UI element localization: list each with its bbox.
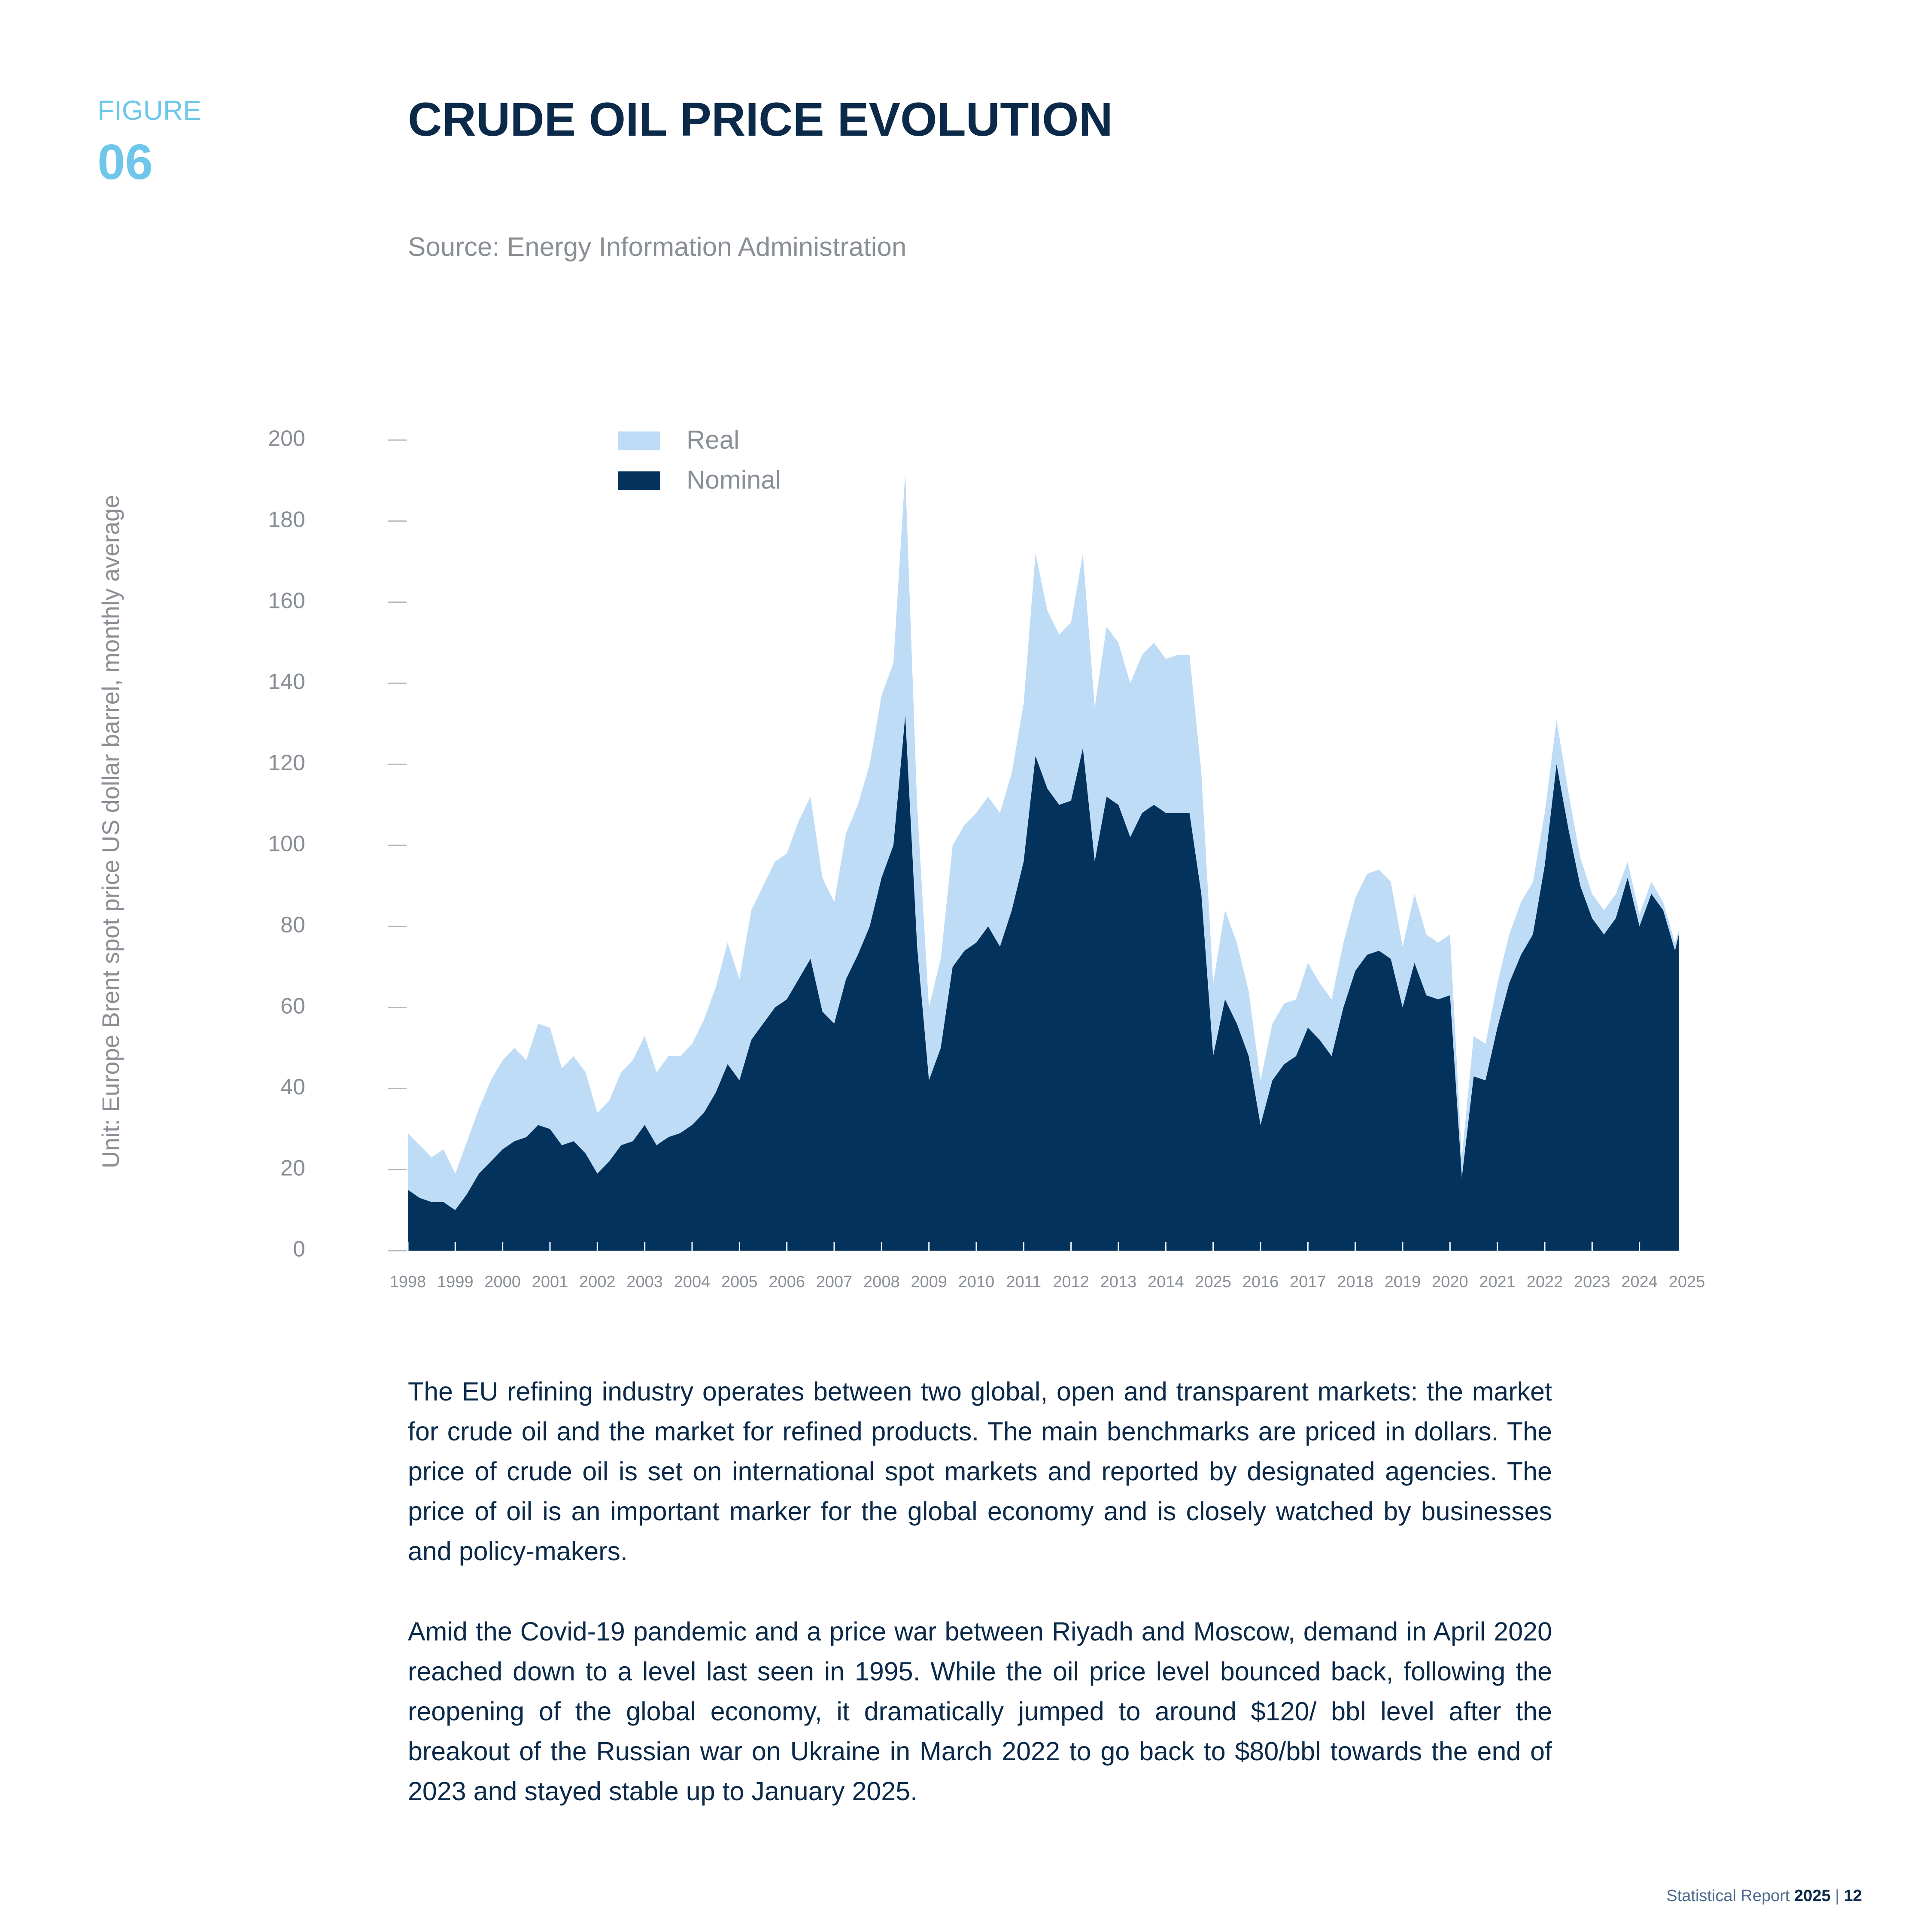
y-tick-label: 100: [268, 832, 305, 857]
figure-number: 06: [97, 134, 153, 190]
figure-label: FIGURE: [97, 95, 201, 126]
x-tick-label: 1998: [390, 1273, 426, 1291]
footer: Statistical Report 2025 | 12: [1666, 1887, 1862, 1905]
x-tick-label: 2019: [1385, 1273, 1421, 1291]
x-tick-label: 2013: [1100, 1273, 1137, 1291]
area: [408, 715, 1679, 1251]
x-tick-label: 2011: [1006, 1273, 1041, 1291]
x-tick-label: 2022: [1527, 1273, 1563, 1291]
x-tick-label: 2006: [769, 1273, 805, 1291]
chart-subtitle: Source: Energy Information Administratio…: [408, 232, 907, 262]
legend-swatch: [618, 431, 660, 450]
x-tick-label: 2009: [911, 1273, 947, 1291]
y-tick-label: 20: [280, 1156, 305, 1181]
footer-year: 2025: [1794, 1887, 1831, 1905]
y-tick-label: 40: [280, 1075, 305, 1100]
legend-label: Real: [687, 425, 739, 454]
y-tick-label: 60: [280, 993, 305, 1018]
paragraph: Amid the Covid-19 pandemic and a price w…: [408, 1617, 1552, 1806]
x-tick-label: 2010: [958, 1273, 995, 1291]
x-tick-label: 2004: [674, 1273, 711, 1291]
y-tick-label: 0: [293, 1237, 305, 1262]
x-tick-label: 2017: [1290, 1273, 1326, 1291]
y-tick-label: 140: [268, 669, 305, 694]
footer-page: 12: [1844, 1887, 1862, 1905]
x-tick-label: 2025: [1669, 1273, 1705, 1291]
footer-label: Statistical Report: [1666, 1887, 1790, 1905]
x-tick-label: 2007: [816, 1273, 853, 1291]
x-tick-label: 2001: [532, 1273, 568, 1291]
y-axis-label: Unit: Europe Brent spot price US dollar …: [97, 495, 124, 1169]
x-tick-label: 2016: [1242, 1273, 1279, 1291]
x-tick-label: 2014: [1148, 1273, 1184, 1291]
x-tick-label: 2003: [626, 1273, 663, 1291]
footer-separator: |: [1835, 1887, 1840, 1905]
x-tick-label: 2020: [1432, 1273, 1468, 1291]
paragraph: The EU refining industry operates betwee…: [408, 1377, 1552, 1566]
x-tick-label: 2024: [1621, 1273, 1658, 1291]
x-tick-label: 2021: [1479, 1273, 1516, 1291]
legend-label: Nominal: [687, 465, 781, 494]
x-tick-label: 2008: [863, 1273, 900, 1291]
y-tick-label: 180: [268, 507, 305, 532]
x-tick-label: 2023: [1574, 1273, 1610, 1291]
x-tick-label: 1999: [437, 1273, 474, 1291]
x-tick-label: 2018: [1337, 1273, 1373, 1291]
x-tick-label: 2002: [579, 1273, 616, 1291]
x-tick-label: 2025: [1195, 1273, 1231, 1291]
chart: Unit: Europe Brent spot price US dollar …: [97, 425, 1705, 1291]
y-tick-label: 160: [268, 588, 305, 613]
legend-swatch: [618, 471, 660, 490]
y-tick-label: 80: [280, 913, 305, 938]
y-tick-label: 120: [268, 750, 305, 775]
y-tick-label: 200: [268, 426, 305, 451]
x-tick-label: 2005: [721, 1273, 758, 1291]
chart-title: CRUDE OIL PRICE EVOLUTION: [408, 93, 1113, 146]
x-tick-label: 2000: [484, 1273, 521, 1291]
x-tick-label: 2012: [1053, 1273, 1089, 1291]
